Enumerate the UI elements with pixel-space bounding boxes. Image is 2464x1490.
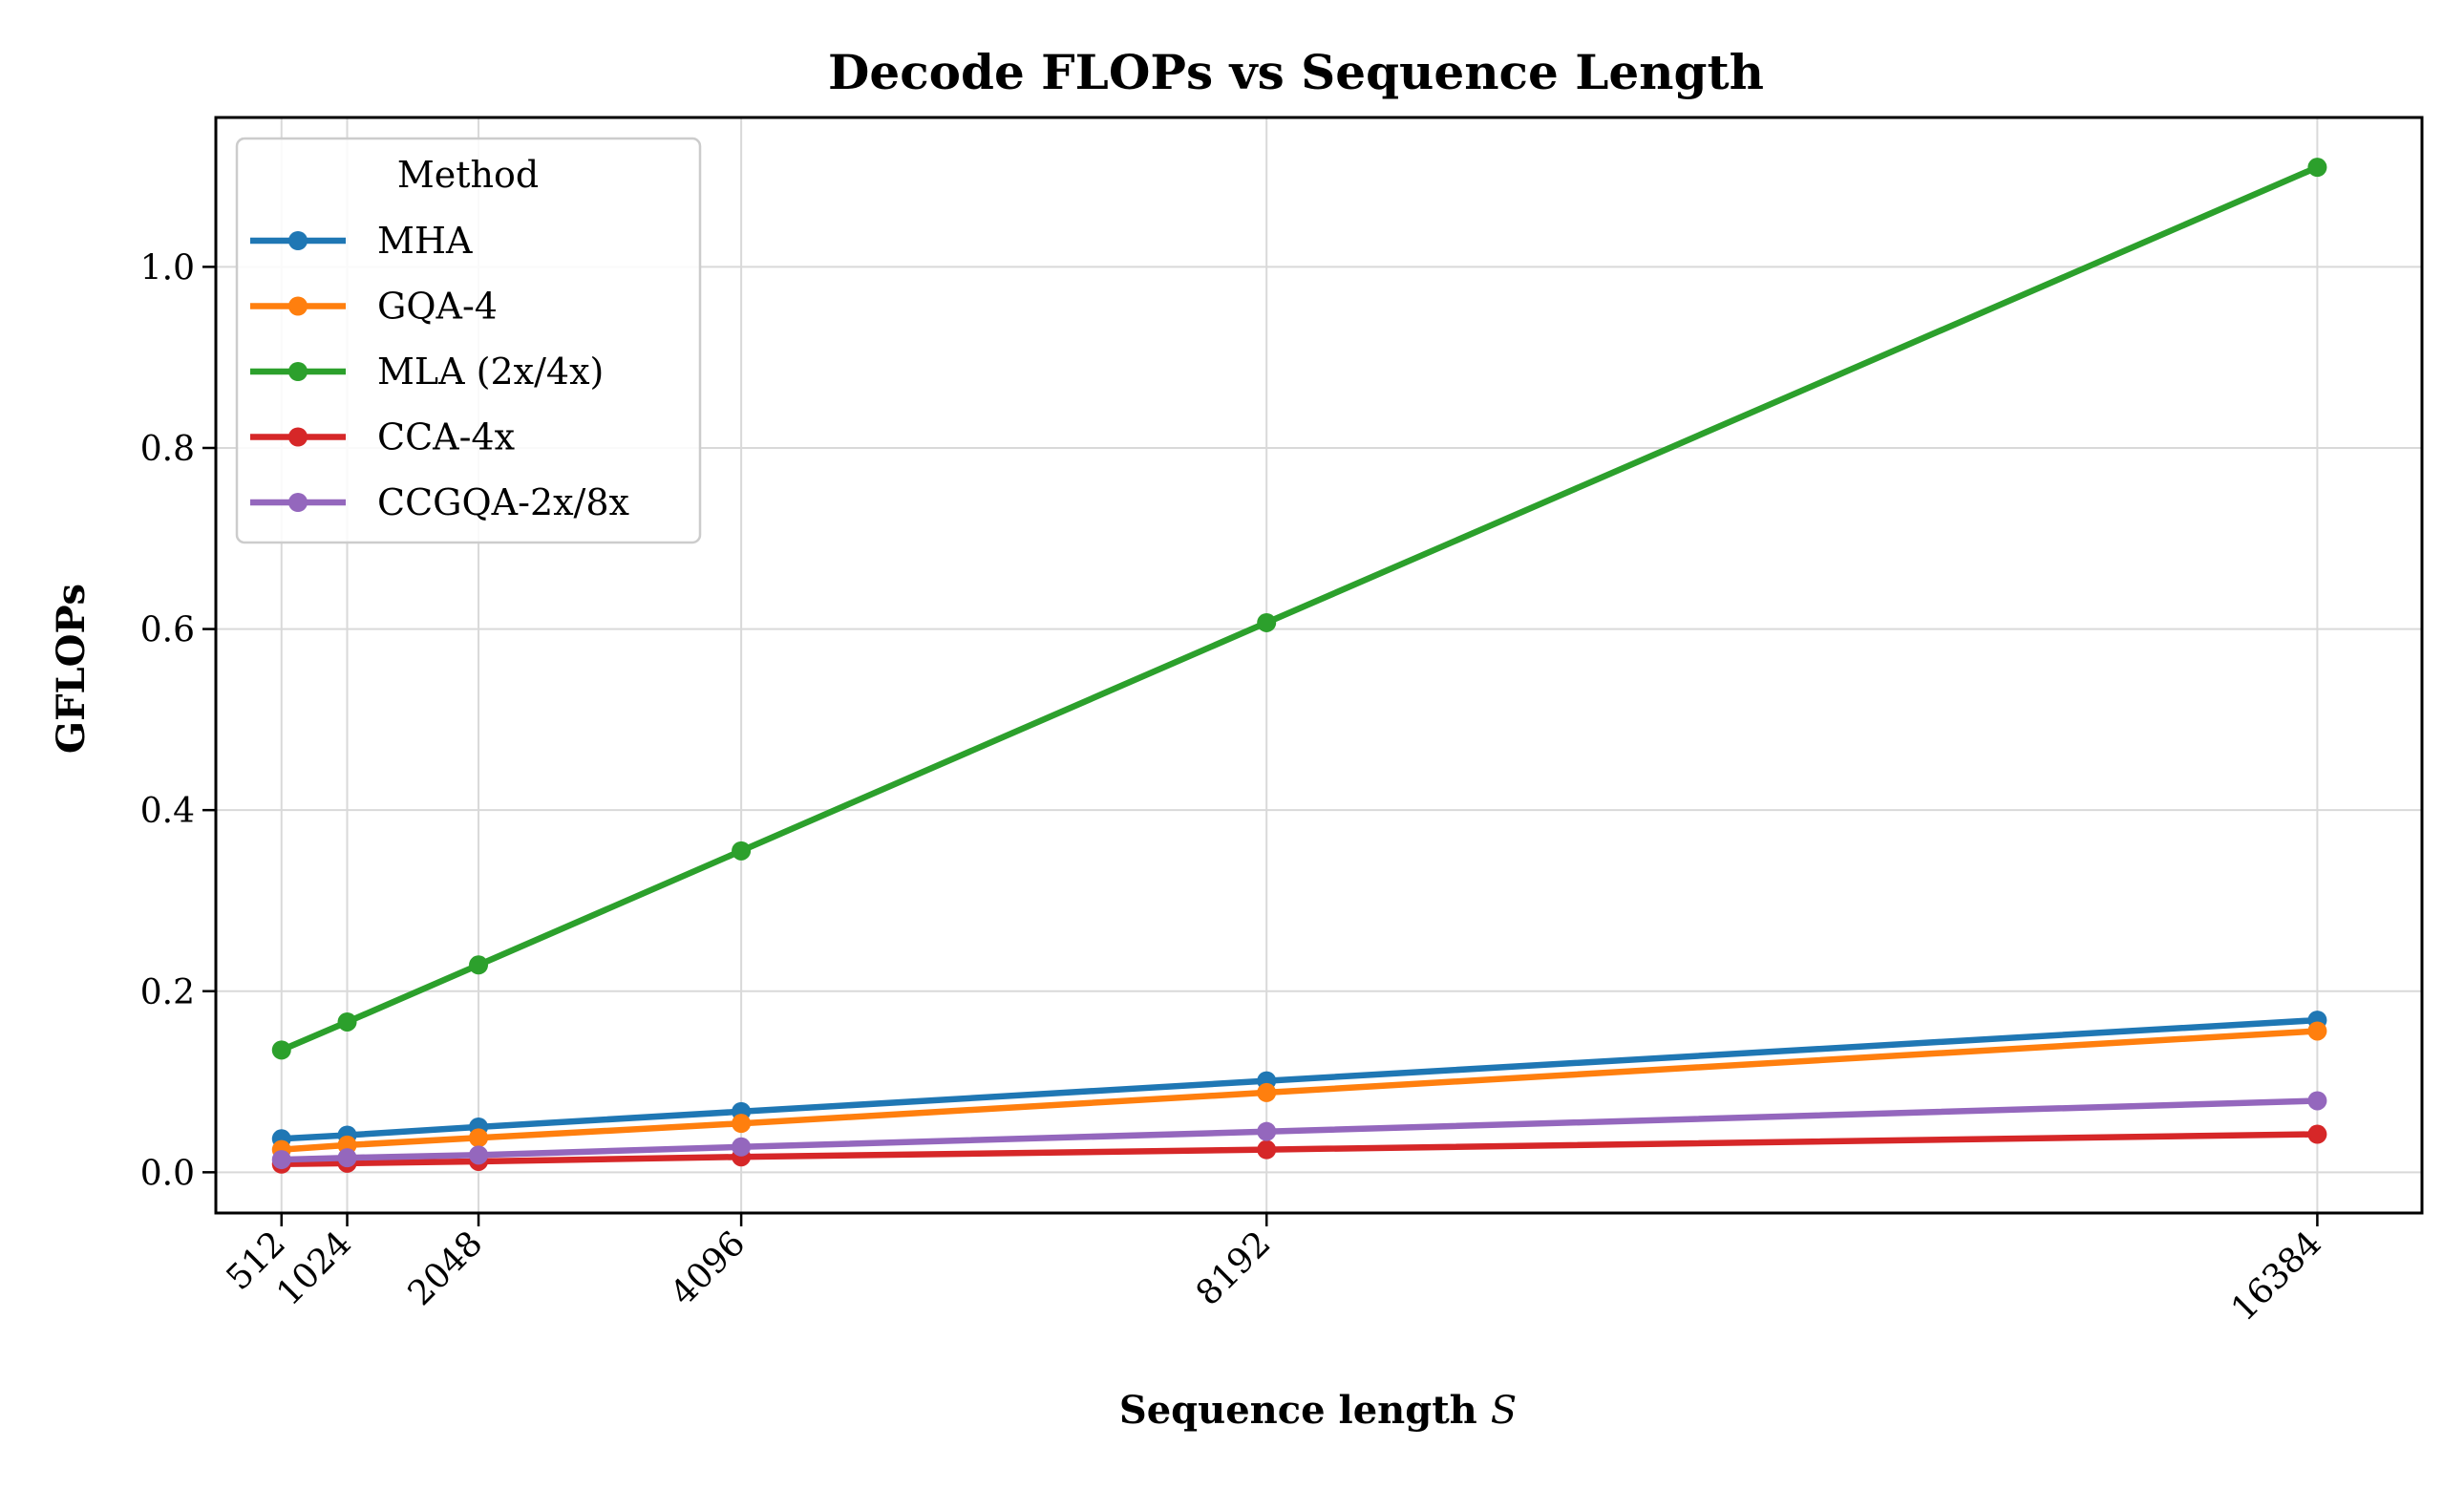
y-tick-label-0.8: 0.8 <box>140 430 195 469</box>
point-mla-2x-4x-1024 <box>337 1011 357 1032</box>
legend-swatch-marker-mha <box>288 231 308 250</box>
legend: Method MHA GQA-4 MLA (2x/4x) CCA-4x CCGQA-2x… <box>235 137 702 544</box>
legend-swatch-marker-cca-4x <box>288 427 308 447</box>
y-axis-label: GFLOPs <box>49 584 94 754</box>
x-axis-label-text: Sequence length <box>1119 1388 1477 1433</box>
legend-label-mha: MHA <box>377 220 473 262</box>
point-ccgqa-2x-8x-2048 <box>469 1145 489 1165</box>
legend-entry-gqa-4: GQA-4 <box>250 286 498 328</box>
point-gqa-4-2048 <box>469 1128 489 1148</box>
point-mla-2x-4x-16384 <box>2307 158 2327 178</box>
series-line-gqa-4 <box>281 1028 2318 1153</box>
legend-label-mla-2x-4x: MLA (2x/4x) <box>377 351 604 393</box>
plot-frame <box>214 116 2424 1215</box>
point-mla-2x-4x-8192 <box>1257 612 1277 632</box>
point-gqa-4-4096 <box>732 1114 752 1134</box>
y-axis-ticks: 0.0 0.2 0.4 0.6 0.8 1.0 <box>140 248 216 1193</box>
series-mla-2x-4x <box>271 158 2327 1060</box>
legend-entries: MHA GQA-4 MLA (2x/4x) CCA-4x CCGQA-2x/8x <box>250 220 629 523</box>
y-tick-label-0.4: 0.4 <box>140 792 195 831</box>
chart-title: Decode FLOPs vs Sequence Length <box>828 44 1764 100</box>
series-ccgqa-2x-8x <box>271 1091 2327 1170</box>
point-gqa-4-8192 <box>1257 1082 1277 1102</box>
legend-title: Method <box>397 154 539 196</box>
legend-swatch-marker-ccgqa-2x-8x <box>288 493 308 512</box>
y-tick-label-0.0: 0.0 <box>140 1154 195 1193</box>
y-tick-label-0.2: 0.2 <box>140 973 195 1012</box>
series-line-mla-2x-4x <box>280 164 2319 1054</box>
series-line-mha <box>281 1016 2318 1142</box>
y-tick-label-0.6: 0.6 <box>140 611 195 650</box>
x-axis-label-variable: S <box>1491 1389 1517 1433</box>
series-line-cca-4x <box>281 1131 2318 1168</box>
point-mla-2x-4x-4096 <box>732 841 752 861</box>
legend-entry-cca-4x: CCA-4x <box>250 416 515 458</box>
legend-entry-mha: MHA <box>250 220 473 262</box>
point-ccgqa-2x-8x-512 <box>271 1150 291 1170</box>
point-ccgqa-2x-8x-8192 <box>1257 1121 1277 1141</box>
legend-box <box>235 137 702 544</box>
point-cca-4x-16384 <box>2307 1124 2327 1144</box>
point-cca-4x-8192 <box>1257 1139 1277 1160</box>
point-ccgqa-2x-8x-16384 <box>2307 1091 2327 1111</box>
point-mla-2x-4x-512 <box>271 1040 291 1060</box>
legend-entry-ccgqa-2x-8x: CCGQA-2x/8x <box>250 481 629 523</box>
point-ccgqa-2x-8x-1024 <box>337 1148 357 1168</box>
x-axis-label: Sequence length S <box>1119 1388 1517 1433</box>
legend-swatch-marker-gqa-4 <box>288 296 308 316</box>
legend-swatch-marker-mla-2x-4x <box>288 362 308 381</box>
point-gqa-4-16384 <box>2307 1021 2327 1041</box>
legend-entry-mla-2x-4x: MLA (2x/4x) <box>250 351 604 393</box>
legend-label-ccgqa-2x-8x: CCGQA-2x/8x <box>377 481 629 523</box>
legend-label-cca-4x: CCA-4x <box>377 416 515 458</box>
y-tick-label-1.0: 1.0 <box>140 248 195 287</box>
series-line-ccgqa-2x-8x <box>281 1097 2318 1163</box>
point-mla-2x-4x-2048 <box>469 955 489 975</box>
legend-label-gqa-4: GQA-4 <box>377 286 498 328</box>
series-layer <box>271 158 2327 1174</box>
point-ccgqa-2x-8x-4096 <box>732 1137 752 1157</box>
